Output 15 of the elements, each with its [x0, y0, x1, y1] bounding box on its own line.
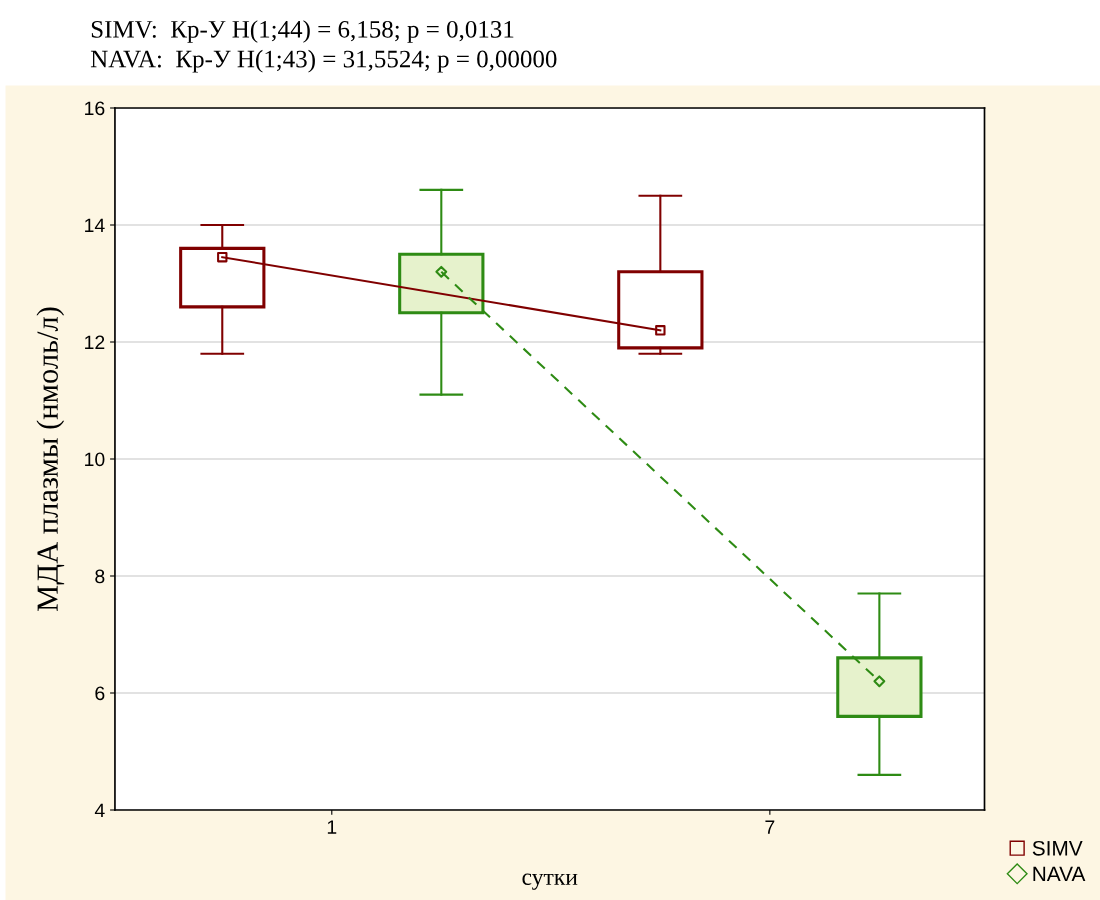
y-tick-label: 6: [95, 686, 105, 701]
x-tick-label: 1: [327, 820, 337, 834]
text: NAVA: Кр-У H(1;43) = 31,5524; p = 0,00000: [90, 49, 557, 73]
y-tick-label: 8: [95, 569, 105, 584]
y-tick-label: 14: [85, 218, 105, 233]
y-tick-label: 16: [85, 101, 105, 116]
x-axis-title: сутки: [522, 873, 578, 890]
y-tick-label: 12: [85, 335, 105, 350]
y-tick-label: 4: [94, 803, 105, 818]
y-tick-label: 10: [85, 452, 105, 467]
text: SIMV: Кр-У H(1;44) = 6,158; p = 0,0131: [91, 20, 514, 43]
x-tick-label: 7: [765, 820, 775, 834]
legend-label: SIMV: [1032, 840, 1083, 856]
legend-label: NAVA: [1033, 866, 1086, 882]
y-axis-title: МДА плазмы (нмоль/л): [36, 307, 65, 612]
